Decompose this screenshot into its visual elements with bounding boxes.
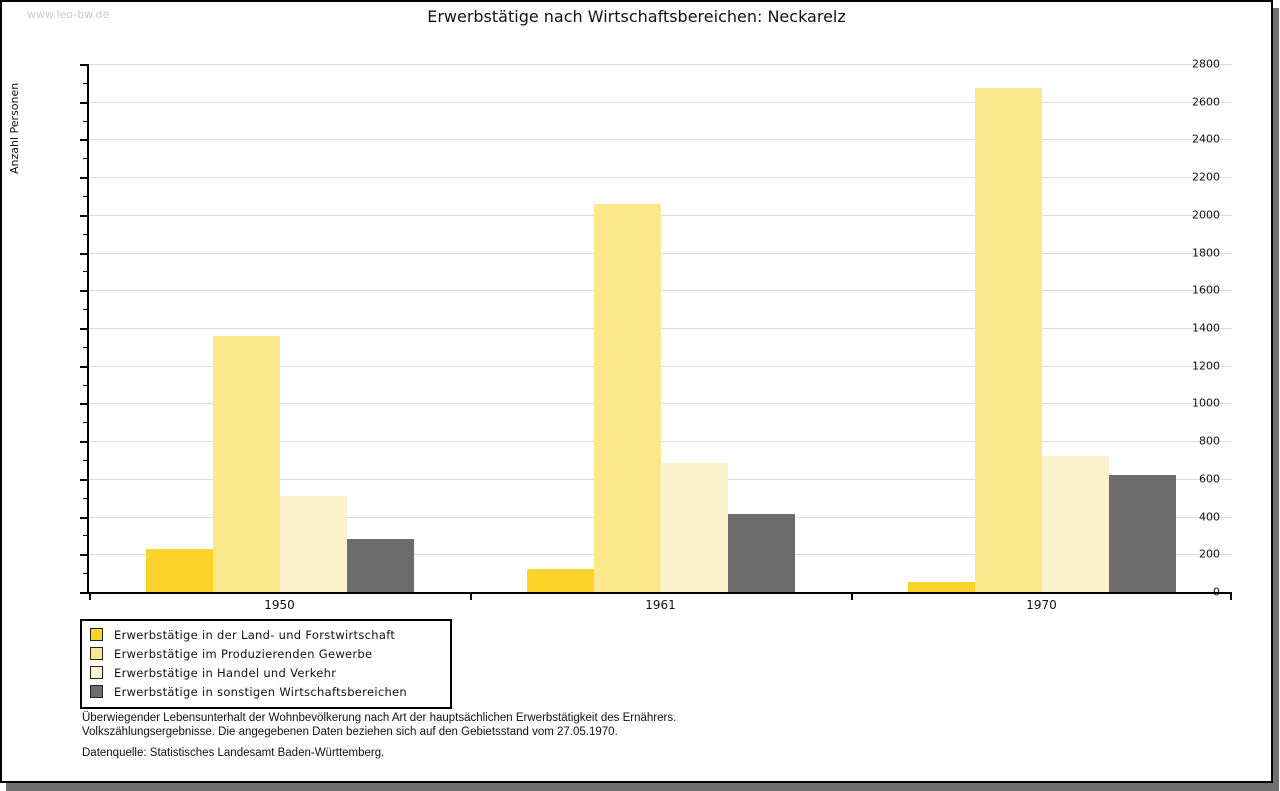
legend-label: Erwerbstätige in der Land- und Forstwirt…: [114, 627, 396, 642]
y-tick-label: 2000: [1192, 208, 1220, 222]
legend-item: Erwerbstätige in sonstigen Wirtschaftsbe…: [90, 682, 442, 701]
y-minor-tick: [83, 158, 87, 160]
footnotes: Überwiegender Lebensunterhalt der Wohnbe…: [82, 711, 676, 760]
y-tick-label: 400: [1199, 510, 1220, 524]
y-major-tick: [80, 592, 87, 594]
legend-label: Erwerbstätige in sonstigen Wirtschaftsbe…: [114, 684, 407, 699]
legend-label: Erwerbstätige in Handel und Verkehr: [114, 665, 337, 680]
footnote-line-2: Volkszählungsergebnisse. Die angegebenen…: [82, 726, 618, 738]
x-category-label: 1961: [645, 598, 676, 612]
bar: [1108, 475, 1176, 592]
x-category-label: 1950: [264, 598, 295, 612]
y-axis-title: Anzahl Personen: [8, 82, 21, 174]
y-major-tick: [80, 290, 87, 293]
bar: [974, 87, 1042, 592]
y-major-tick: [80, 101, 87, 104]
bar-group: [89, 64, 470, 592]
bar: [346, 539, 414, 592]
y-major-tick: [80, 403, 87, 406]
y-tick-label: 2600: [1192, 95, 1220, 109]
plot-area: 0 200 400 600 800 1000 1200 1400 1600 1800 2000 220…: [80, 58, 1232, 612]
y-minor-tick: [83, 384, 87, 386]
gridline: [89, 139, 1232, 141]
bar: [279, 495, 347, 592]
y-tick-label: 2800: [1192, 57, 1220, 71]
y-minor-tick: [83, 82, 87, 84]
y-tick-label: 1400: [1192, 321, 1220, 335]
legend-label: Erwerbstätige im Produzierenden Gewerbe: [114, 646, 373, 661]
bar: [907, 581, 975, 592]
bar: [593, 203, 661, 592]
gridline: [89, 252, 1232, 254]
y-minor-tick: [83, 497, 87, 499]
footnote-line-1: Überwiegender Lebensunterhalt der Wohnbe…: [82, 712, 677, 724]
y-minor-tick: [83, 573, 87, 575]
bar-group: [851, 64, 1232, 592]
bar: [660, 462, 728, 592]
y-major-tick: [80, 64, 87, 66]
y-tick-label: 600: [1199, 472, 1220, 486]
gridline: [89, 64, 1232, 65]
y-tick-label: 800: [1199, 434, 1220, 448]
x-boundary-tick: [470, 594, 472, 600]
y-tick-label: 2400: [1192, 132, 1220, 146]
y-major-tick: [80, 478, 87, 481]
bar: [212, 335, 280, 592]
legend-swatch-icon: [90, 628, 103, 641]
y-minor-tick: [83, 233, 87, 235]
gridline: [89, 365, 1232, 367]
y-minor-tick: [83, 460, 87, 461]
y-major-tick: [80, 177, 87, 180]
y-minor-tick: [83, 535, 87, 537]
gridline: [89, 441, 1232, 443]
y-minor-tick: [83, 120, 87, 122]
gridline: [89, 214, 1232, 216]
x-boundary-tick: [89, 594, 91, 600]
bar: [727, 513, 795, 592]
footnote-source: Datenquelle: Statistisches Landesamt Bad…: [82, 747, 385, 759]
bar-group: [470, 64, 851, 592]
y-tick-label: 0: [1213, 585, 1220, 599]
bar: [145, 548, 213, 592]
watermark: www.leo-bw.de: [27, 8, 110, 21]
legend-swatch-icon: [90, 685, 103, 698]
y-tick-label: 1800: [1192, 246, 1220, 260]
y-major-tick: [80, 365, 87, 368]
bar: [526, 569, 594, 592]
gridline: [89, 328, 1232, 329]
y-tick-label: 1000: [1192, 396, 1220, 410]
gridline: [89, 177, 1232, 179]
legend-item: Erwerbstätige in Handel und Verkehr: [90, 663, 442, 682]
y-tick-label: 200: [1199, 547, 1220, 561]
gridline: [89, 290, 1232, 292]
legend-item: Erwerbstätige in der Land- und Forstwirt…: [90, 625, 442, 644]
y-minor-tick: [83, 196, 87, 197]
y-tick-label: 1600: [1192, 283, 1220, 297]
y-minor-tick: [83, 422, 87, 424]
y-major-tick: [80, 252, 87, 255]
legend-item: Erwerbstätige im Produzierenden Gewerbe: [90, 644, 442, 663]
bar: [1041, 456, 1109, 592]
gridline: [89, 403, 1232, 405]
y-major-tick: [80, 516, 87, 519]
y-minor-tick: [83, 346, 87, 348]
y-major-tick: [80, 214, 87, 217]
x-category-label: 1970: [1026, 598, 1057, 612]
y-tick-label: 1200: [1192, 359, 1220, 373]
legend: Erwerbstätige in der Land- und Forstwirt…: [80, 619, 452, 709]
y-tick-label: 2200: [1192, 170, 1220, 184]
legend-swatch-icon: [90, 666, 103, 679]
y-major-tick: [80, 139, 87, 142]
x-boundary-tick: [851, 594, 853, 600]
y-minor-tick: [83, 309, 87, 311]
y-major-tick: [80, 441, 87, 444]
gridline: [89, 101, 1232, 103]
y-minor-tick: [83, 271, 87, 273]
chart-title: Erwerbstätige nach Wirtschaftsbereichen:…: [427, 7, 846, 26]
y-major-tick: [80, 554, 87, 557]
x-boundary-tick: [1230, 594, 1232, 600]
y-major-tick: [80, 328, 87, 330]
legend-swatch-icon: [90, 647, 103, 660]
